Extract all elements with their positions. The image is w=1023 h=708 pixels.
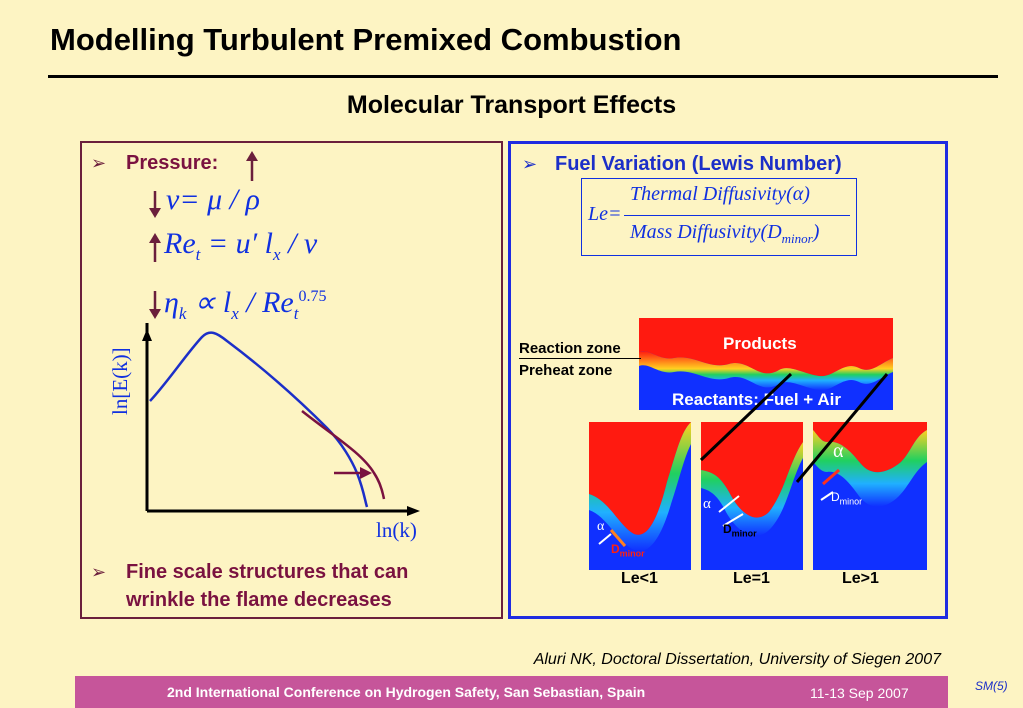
- pressure-increase-arrow-icon: [246, 151, 258, 181]
- le-equal-label: Le=1: [733, 570, 770, 587]
- fraction-bar: [624, 215, 850, 216]
- panel-le-less-than-1: [589, 422, 691, 570]
- equation-kinematic-viscosity: ν= μ / ρ: [166, 183, 260, 216]
- bullet-marker-icon: ➢: [91, 153, 107, 173]
- reaction-zone-line: [519, 358, 641, 359]
- bullet-marker-icon: ➢: [91, 562, 107, 582]
- y-axis-arrowhead: [142, 329, 152, 341]
- connector-lines: [699, 372, 889, 483]
- footer-conference: 2nd International Conference on Hydrogen…: [167, 684, 646, 700]
- reactants-label: Reactants: Fuel + Air: [672, 390, 841, 409]
- y-axis-label: ln[E(k)]: [108, 347, 132, 415]
- alpha-label-le1: α: [597, 519, 605, 534]
- panel-le-equal-1: [701, 422, 803, 570]
- fine-scale-text-line2: wrinkle the flame decreases: [126, 589, 392, 611]
- citation: Aluri NK, Doctoral Dissertation, Univers…: [533, 651, 941, 668]
- d-minor-arrow-icon: [609, 529, 627, 547]
- footer-date: 11-13 Sep 2007: [810, 685, 909, 701]
- preheat-zone-label: Preheat zone: [519, 362, 613, 379]
- slide-title: Modelling Turbulent Premixed Combustion: [50, 22, 682, 57]
- increase-arrow-icon: [149, 233, 161, 262]
- equation-kolmogorov: ηk ∝ lx / Ret0.75: [164, 286, 327, 323]
- dminor-label-le-gt1: Dminor: [831, 490, 863, 507]
- x-axis-label: ln(k): [376, 518, 417, 542]
- d-minor-arrow-icon: [820, 491, 834, 501]
- lewis-number-formula: Le= Thermal Diffusivity(α) Mass Diffusiv…: [581, 178, 857, 256]
- right-panel: ➢ Fuel Variation (Lewis Number) Le= Ther…: [508, 141, 948, 619]
- pressure-label: Pressure:: [126, 152, 219, 174]
- lewis-number-panels: [589, 422, 927, 570]
- decrease-arrow-icon: [149, 191, 161, 218]
- left-panel: ➢ Pressure: ν= μ / ρ Ret = u′ lx / ν ηk …: [80, 141, 503, 619]
- spectrum-curve: [149, 331, 369, 508]
- dminor-label-le-eq1: Dminor: [723, 522, 757, 539]
- energy-spectrum-plot: [142, 323, 420, 516]
- le-symbol: Le=: [588, 203, 622, 225]
- decrease-arrow-icon: [149, 291, 161, 319]
- slide-code: SM(5): [975, 679, 1008, 693]
- alpha-label-le-eq1: α: [703, 496, 711, 512]
- le-denominator: Mass Diffusivity(Dminor): [630, 221, 820, 246]
- footer-bar: 2nd International Conference on Hydrogen…: [75, 676, 948, 708]
- shifted-spectrum-curve: [301, 410, 386, 500]
- fuel-variation-label: Fuel Variation (Lewis Number): [555, 153, 842, 175]
- alpha-arrow-icon: [822, 468, 840, 486]
- products-label: Products: [723, 334, 797, 353]
- equation-reynolds: Ret = u′ lx / ν: [164, 227, 318, 264]
- bullet-marker-icon: ➢: [522, 154, 538, 174]
- d-minor-arrow-icon: [722, 513, 744, 527]
- alpha-label-le-gt1: α: [833, 440, 844, 462]
- flame-front-image: [639, 318, 893, 410]
- title-rule: [48, 75, 998, 78]
- panel-le-greater-than-1: [813, 422, 927, 570]
- slide-subtitle: Molecular Transport Effects: [346, 91, 677, 119]
- fine-scale-text-line1: Fine scale structures that can: [126, 561, 409, 583]
- dminor-label-le1: Dminor: [611, 542, 645, 559]
- reaction-zone-label: Reaction zone: [519, 340, 621, 357]
- le-greater-label: Le>1: [842, 570, 879, 587]
- x-axis-arrowhead: [407, 506, 420, 516]
- le-less-label: Le<1: [621, 570, 658, 587]
- le-numerator: Thermal Diffusivity(α): [630, 183, 810, 205]
- alpha-arrow-icon: [718, 495, 740, 513]
- alpha-arrow-icon: [598, 533, 612, 545]
- shift-arrowhead-icon: [360, 467, 372, 479]
